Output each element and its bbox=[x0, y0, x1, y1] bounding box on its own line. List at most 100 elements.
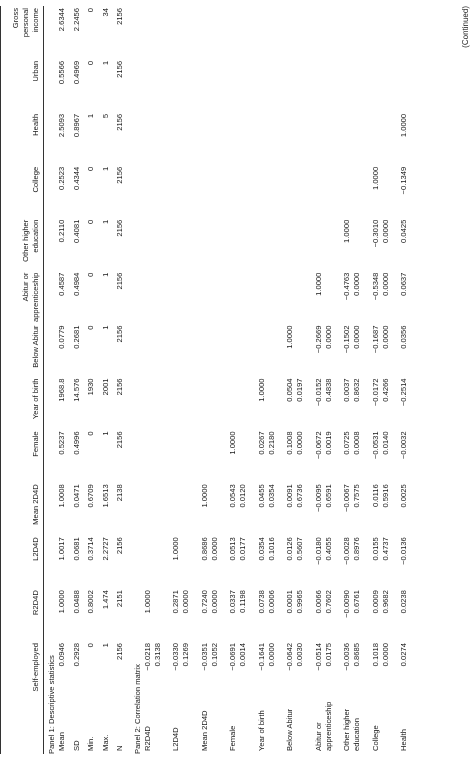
coefficient: 0.0274 bbox=[399, 643, 408, 667]
column-header: Self-employed bbox=[31, 643, 40, 692]
cell: 1.0000 bbox=[371, 165, 400, 218]
coefficient: 0.1008 bbox=[285, 431, 294, 455]
cell: 0.0126 0.5607 bbox=[285, 535, 314, 588]
cell: 0.2871 0.0000 bbox=[171, 588, 200, 641]
p-value: 0.0354 bbox=[266, 484, 276, 508]
table-row: Female −0.0691 0.0014 0.0337 0.1198 0.0513 0.0… bbox=[228, 6, 257, 754]
p-value: 0.0006 bbox=[266, 590, 276, 614]
coefficient: 1.0000 bbox=[256, 378, 266, 402]
p-value: 0.8685 bbox=[352, 643, 361, 667]
table-body: Panel 1: Descriptive statistics Mean 0.094… bbox=[44, 6, 428, 754]
coefficient: −0.0095 bbox=[313, 484, 323, 512]
table-row: Mean 0.0946 1.0000 1.0017 1.0008 0.5237 1968.8… bbox=[57, 6, 72, 754]
column-header: Gross personal income bbox=[11, 8, 40, 38]
cell: 0.0471 bbox=[71, 484, 81, 508]
cell: 0.0504 0.0197 bbox=[285, 376, 314, 429]
cell: −0.1641 0.0000 bbox=[257, 641, 286, 694]
cell: 0 bbox=[86, 643, 95, 648]
p-value: 0.0000 bbox=[380, 219, 390, 243]
cell: 2.2456 bbox=[71, 8, 81, 32]
cell: 2156 bbox=[115, 325, 124, 343]
coefficient: 0.0455 bbox=[256, 484, 266, 508]
row-label: Year of birth bbox=[256, 710, 266, 751]
coefficient: −0.0514 bbox=[313, 643, 323, 671]
cell: 0.0543 0.0120 bbox=[228, 482, 257, 535]
coefficient: −0.3010 bbox=[370, 219, 380, 248]
cell: 2156 bbox=[115, 431, 124, 449]
coefficient: 1.0000 bbox=[142, 590, 152, 614]
cell: 0.0681 bbox=[71, 537, 81, 561]
empty-cell bbox=[143, 482, 172, 535]
p-value: 0.0000 bbox=[380, 272, 390, 296]
cell: 0.0946 bbox=[57, 643, 66, 667]
cell: 2156 bbox=[115, 272, 124, 290]
coefficient: 0.0155 bbox=[370, 537, 380, 561]
cell: 0.0238 bbox=[399, 588, 428, 641]
empty-cell bbox=[171, 376, 200, 429]
empty-cell bbox=[371, 59, 400, 112]
p-value: 0.5607 bbox=[295, 537, 304, 561]
p-value: 0.4838 bbox=[323, 378, 333, 402]
empty-cell bbox=[285, 6, 314, 59]
cell: 0.0356 bbox=[399, 324, 428, 377]
table-row: Other higher education −0.0036 0.8685 −0.00… bbox=[342, 6, 371, 754]
row-label: SD bbox=[71, 740, 81, 751]
empty-cell bbox=[285, 112, 314, 165]
column-header: Year of birth bbox=[31, 378, 40, 420]
coefficient: −0.0531 bbox=[370, 431, 380, 460]
coefficient: 0.1018 bbox=[370, 643, 380, 667]
empty-cell bbox=[171, 218, 200, 271]
cell: 0.8967 bbox=[71, 113, 81, 138]
cell: 0.0779 bbox=[57, 325, 66, 349]
cell: 14.576 bbox=[71, 378, 81, 402]
cell: 0.0354 0.1016 bbox=[257, 535, 286, 588]
table-row: SD 0.2928 0.0488 0.0681 0.0471 0.4996 14.576 0.… bbox=[72, 6, 87, 754]
coefficient: 0.0025 bbox=[399, 484, 408, 508]
cell: 0.5566 bbox=[57, 60, 66, 85]
empty-cell bbox=[171, 482, 200, 535]
cell: 2156 bbox=[115, 60, 124, 78]
empty-cell bbox=[342, 165, 371, 218]
cell: 0.2928 bbox=[71, 643, 81, 667]
coefficient: 0.0543 bbox=[228, 484, 237, 508]
p-value: 0.1052 bbox=[209, 643, 219, 667]
p-value: 0.0197 bbox=[295, 378, 304, 402]
cell: 1.0000 bbox=[399, 112, 428, 165]
cell: 0.1008 0.0000 bbox=[285, 429, 314, 482]
coefficient: −0.0330 bbox=[171, 643, 180, 671]
cell: 0.0274 bbox=[399, 641, 428, 694]
row-label: N bbox=[115, 745, 124, 751]
row-label: Max. bbox=[100, 734, 110, 751]
coefficient: 0.0356 bbox=[399, 325, 408, 349]
empty-cell bbox=[171, 271, 200, 324]
cell: 0 bbox=[86, 60, 95, 66]
cell: 0.0066 0.7602 bbox=[314, 588, 343, 641]
empty-cell bbox=[143, 112, 172, 165]
cell: −0.0032 bbox=[399, 429, 428, 482]
table-row: L2D4D −0.0330 0.1269 0.2871 0.0000 1.0000 bbox=[171, 6, 200, 754]
row-label: Other higher education bbox=[342, 708, 361, 751]
cell: 0 bbox=[86, 272, 95, 277]
cell: 2156 bbox=[115, 219, 124, 237]
p-value: 0.7575 bbox=[352, 484, 361, 508]
coefficient: 0.0267 bbox=[256, 431, 266, 455]
cell: 5 bbox=[100, 113, 110, 119]
cell: −0.5348 0.0000 bbox=[371, 271, 400, 324]
coefficient: 0.0037 bbox=[342, 378, 351, 402]
row-label: Min. bbox=[86, 736, 95, 751]
p-value: 0.0000 bbox=[209, 537, 219, 561]
p-value: 0.0019 bbox=[323, 431, 333, 455]
cell: 0.6709 bbox=[86, 484, 95, 508]
empty-cell bbox=[171, 165, 200, 218]
p-value: 0.0177 bbox=[238, 537, 247, 561]
cell: −0.0642 0.0030 bbox=[285, 641, 314, 694]
column-header: Below Abitur bbox=[31, 325, 40, 368]
empty-cell bbox=[257, 112, 286, 165]
cell: 1 bbox=[100, 166, 110, 172]
cell: 0.2523 bbox=[57, 166, 66, 191]
empty-cell bbox=[314, 218, 343, 271]
empty-cell bbox=[342, 6, 371, 59]
row-label: Abitur or apprenticeship bbox=[313, 701, 333, 751]
table-row: Below Abitur −0.0642 0.0030 0.0001 0.9965 0.0… bbox=[285, 6, 314, 754]
